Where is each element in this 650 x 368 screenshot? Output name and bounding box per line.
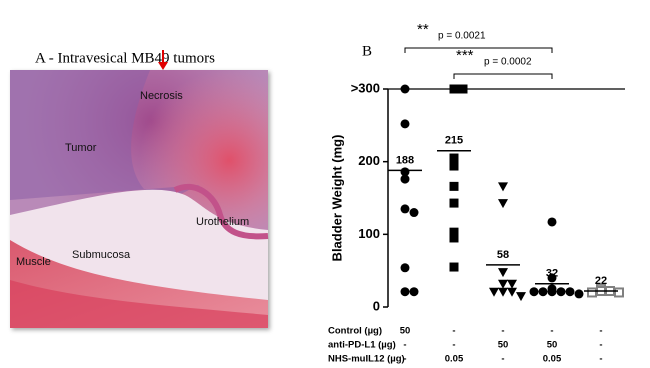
table-cell: - xyxy=(550,326,553,337)
point xyxy=(565,287,575,297)
point xyxy=(498,279,508,289)
sig-bracket xyxy=(404,47,553,53)
arrow-head xyxy=(158,62,168,70)
y-axis-label: Bladder Weight (mg) xyxy=(329,135,344,262)
point xyxy=(400,174,410,184)
tissue-label: Urothelium xyxy=(196,216,249,228)
tissue-label: Necrosis xyxy=(140,90,183,102)
table-cell: - xyxy=(403,340,406,351)
point xyxy=(400,263,410,273)
point xyxy=(614,287,624,298)
y-tick-label: 100 xyxy=(358,226,380,241)
p-value: p = 0.0002 xyxy=(484,57,532,68)
point xyxy=(498,268,508,278)
table-cell: - xyxy=(599,354,602,365)
point xyxy=(400,287,410,297)
y-tick-label: 200 xyxy=(358,153,380,168)
point xyxy=(516,292,526,302)
point xyxy=(449,198,459,208)
point xyxy=(400,204,410,214)
point xyxy=(449,227,459,237)
mean-label: 22 xyxy=(595,275,607,287)
tissue-label: Submucosa xyxy=(72,249,131,261)
point xyxy=(529,287,539,297)
point xyxy=(409,287,419,297)
point xyxy=(498,182,508,192)
row-label: NHS-muIL12 (µg) xyxy=(328,354,405,365)
sig-stars: ** xyxy=(417,21,429,38)
y-tick-label: >300 xyxy=(351,80,380,95)
table-cell: - xyxy=(452,340,455,351)
table-cell: - xyxy=(501,354,504,365)
mean-label: 32 xyxy=(546,268,558,280)
table-cell: 50 xyxy=(547,340,558,351)
panel-a-title: A - Intravesical MB49 tumors xyxy=(35,50,215,66)
point xyxy=(574,289,584,299)
point xyxy=(547,217,557,227)
table-cell: - xyxy=(403,354,406,365)
point xyxy=(400,167,410,177)
point xyxy=(449,84,459,94)
point xyxy=(547,273,557,283)
point xyxy=(507,279,517,289)
point xyxy=(449,161,459,171)
table-cell: - xyxy=(501,326,504,337)
point xyxy=(538,287,548,297)
mean-label: 58 xyxy=(497,249,509,261)
sig-stars: *** xyxy=(456,47,474,64)
point xyxy=(556,287,566,297)
table-cell: 50 xyxy=(400,326,411,337)
point xyxy=(507,287,517,297)
sig-bracket xyxy=(453,73,553,79)
point xyxy=(498,287,508,297)
point xyxy=(400,84,410,94)
table-cell: - xyxy=(599,326,602,337)
row-label: anti-PD-L1 (µg) xyxy=(328,340,396,351)
mean-label: 215 xyxy=(445,135,463,147)
tissue-label: Muscle xyxy=(16,256,51,268)
point xyxy=(449,233,459,243)
point xyxy=(458,84,468,94)
point xyxy=(498,199,508,209)
mean-label: 188 xyxy=(396,154,414,166)
point xyxy=(409,208,419,218)
panel-label: B xyxy=(362,43,372,59)
table-cell: - xyxy=(452,326,455,337)
point xyxy=(400,119,410,129)
p-value: p = 0.0021 xyxy=(438,31,486,42)
point xyxy=(489,287,499,297)
y-tick-label: 0 xyxy=(373,298,380,313)
table-cell: 0.05 xyxy=(543,354,562,365)
table-cell: - xyxy=(599,340,602,351)
point xyxy=(449,153,459,163)
point xyxy=(449,262,459,272)
point xyxy=(587,287,597,298)
histology-image xyxy=(10,70,269,328)
table-cell: 0.05 xyxy=(445,354,464,365)
point xyxy=(547,287,557,297)
table-cell: 50 xyxy=(498,340,509,351)
tissue-label: Tumor xyxy=(65,142,97,154)
row-label: Control (µg) xyxy=(328,326,382,337)
point xyxy=(449,181,459,191)
